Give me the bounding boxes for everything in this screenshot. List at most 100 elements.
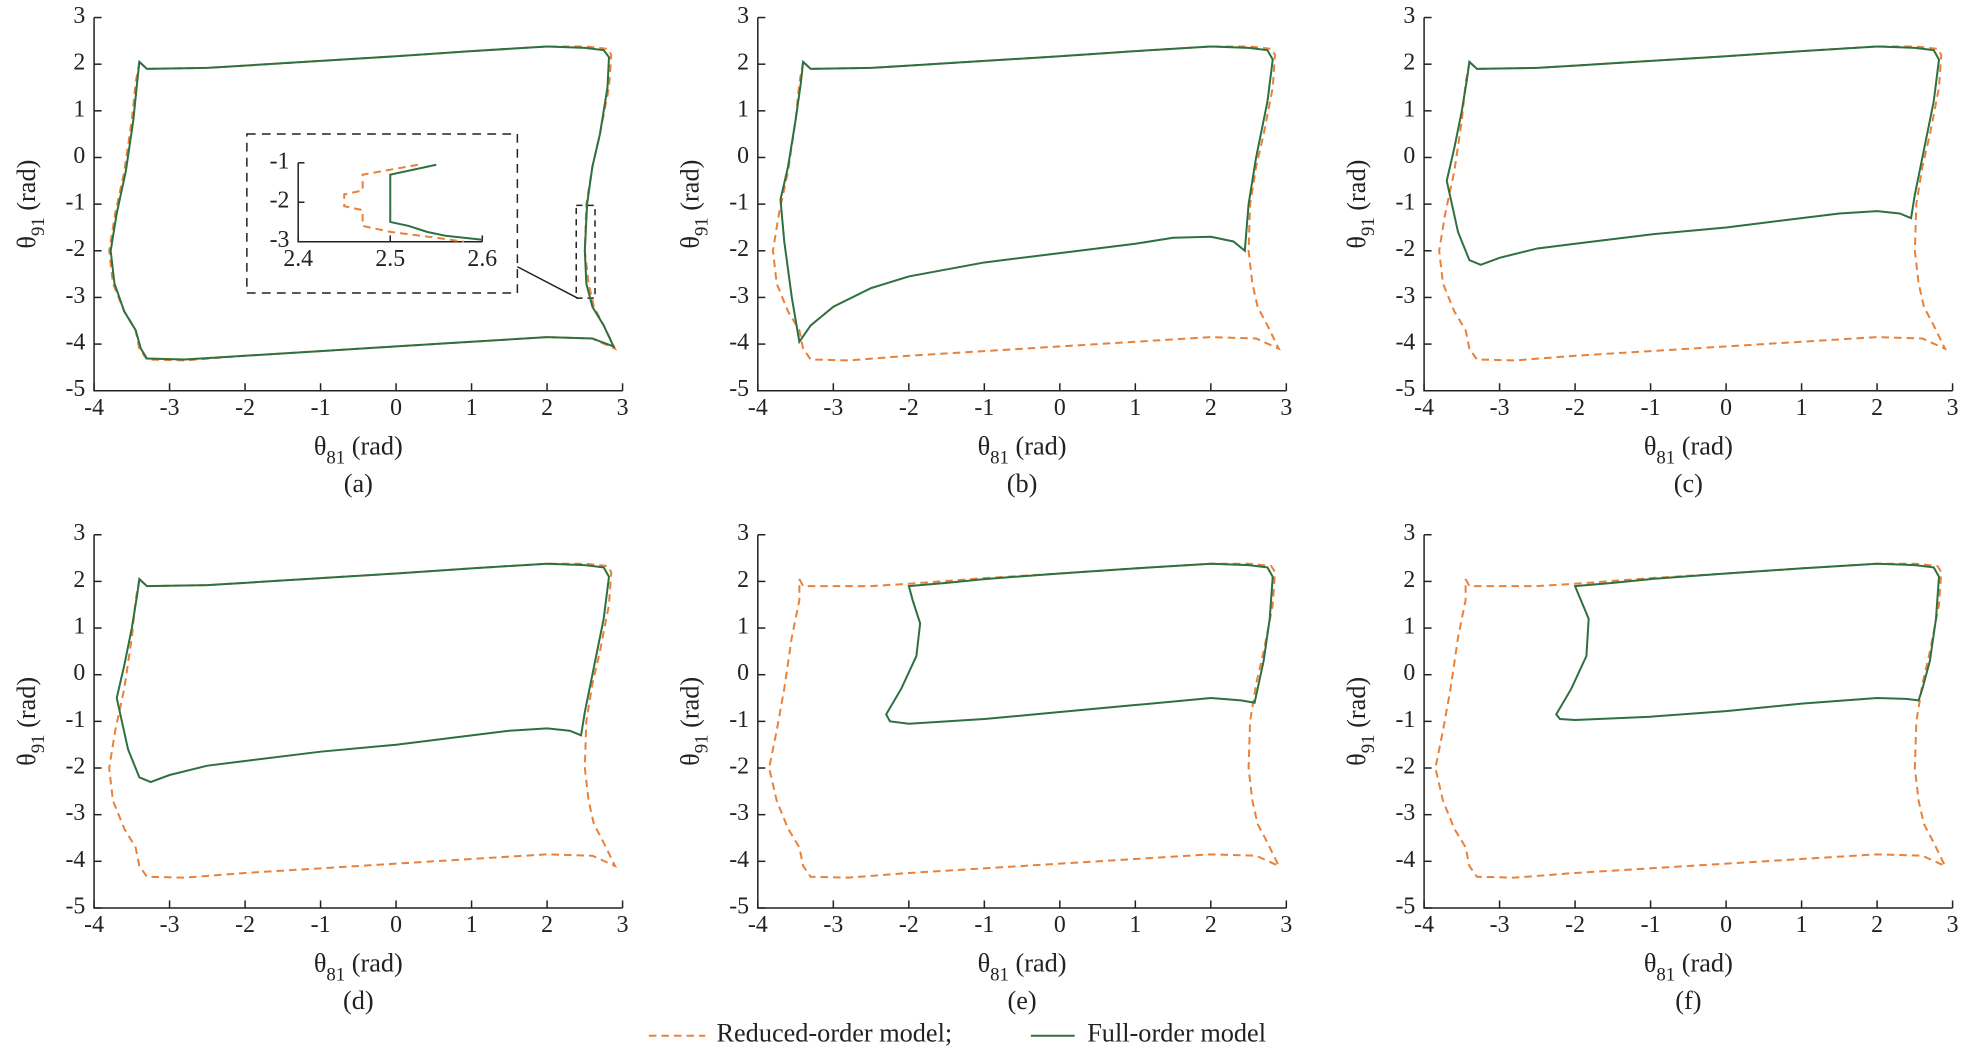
y-tick-label: -4 xyxy=(1396,847,1416,873)
y-tick-label: 3 xyxy=(73,520,85,546)
y-axis-label: θ91 (rad) xyxy=(1342,677,1379,766)
x-tick-label: 0 xyxy=(390,912,402,938)
y-tick-label: -2 xyxy=(270,188,290,214)
x-tick-label: 0 xyxy=(1720,912,1732,938)
x-tick-label: 1 xyxy=(1129,395,1141,421)
x-tick-label: -4 xyxy=(84,912,104,938)
x-tick-label: -3 xyxy=(823,912,843,938)
x-axis-label-part: 81 xyxy=(1656,447,1675,468)
y-axis-label: θ91 (rad) xyxy=(12,677,49,766)
x-tick-label: -3 xyxy=(823,395,843,421)
y-axis-label-part: (rad) xyxy=(12,160,41,218)
x-tick-label: 2 xyxy=(541,912,553,938)
x-tick-label: -4 xyxy=(1414,395,1434,421)
panel-label: (c) xyxy=(1674,469,1703,498)
inset-connector xyxy=(517,266,578,299)
x-axis-label: θ81 (rad) xyxy=(978,949,1067,986)
y-tick-label: 1 xyxy=(737,614,749,640)
x-tick-label: 3 xyxy=(1947,395,1959,421)
y-axis-label-part: 91 xyxy=(1358,735,1379,754)
y-axis-label: θ91 (rad) xyxy=(676,677,713,766)
x-axis-label-part: 81 xyxy=(326,964,345,985)
y-tick-label: -4 xyxy=(729,847,749,873)
x-tick-label: 2 xyxy=(1871,912,1883,938)
series-line xyxy=(109,45,616,361)
x-axis-label: θ81 (rad) xyxy=(978,431,1067,468)
y-tick-label: -3 xyxy=(1396,283,1416,309)
x-tick-label: 3 xyxy=(617,912,629,938)
y-tick-label: -4 xyxy=(65,847,85,873)
x-axis-label-part: (rad) xyxy=(1675,431,1733,460)
x-tick-label: -3 xyxy=(1490,912,1510,938)
x-tick-label: -4 xyxy=(748,395,768,421)
x-tick-label: -2 xyxy=(899,395,919,421)
y-tick-label: -1 xyxy=(65,190,85,216)
x-axis-label: θ81 (rad) xyxy=(1644,949,1733,986)
inset: 2.4 2.5 2.6 -3 -2 -1 xyxy=(270,148,498,272)
y-tick-label: 0 xyxy=(73,660,85,686)
y-tick-label: -4 xyxy=(1396,330,1416,356)
x-tick-label: 2.4 xyxy=(283,246,313,272)
y-tick-label: 0 xyxy=(73,143,85,169)
x-tick-label: -3 xyxy=(1490,395,1510,421)
x-axis-label-part: θ xyxy=(978,949,991,978)
y-tick-label: 3 xyxy=(737,3,749,29)
x-tick-label: -1 xyxy=(311,395,331,421)
y-axis-label-part: θ xyxy=(676,236,705,249)
series-line xyxy=(343,163,465,243)
y-tick-label: -3 xyxy=(270,227,290,253)
series-line xyxy=(389,163,483,241)
y-tick-label: 0 xyxy=(1403,660,1415,686)
y-axis-label: θ91 (rad) xyxy=(676,160,713,249)
x-tick-label: -2 xyxy=(235,912,255,938)
y-tick-label: 3 xyxy=(737,520,749,546)
x-axis-label-part: 81 xyxy=(326,447,345,468)
y-axis-label-part: 91 xyxy=(28,217,49,236)
x-axis-label-part: 81 xyxy=(990,447,1009,468)
y-axis-label: θ91 (rad) xyxy=(1342,160,1379,249)
y-axis-label-part: θ xyxy=(1342,236,1371,249)
x-tick-label: 1 xyxy=(466,912,478,938)
x-axis-label-part: (rad) xyxy=(345,431,403,460)
y-tick-label: 3 xyxy=(1403,520,1415,546)
y-tick-label: 1 xyxy=(737,96,749,122)
x-tick-label: -4 xyxy=(84,395,104,421)
x-tick-label: 1 xyxy=(1796,395,1808,421)
y-tick-label: -1 xyxy=(270,148,290,174)
y-tick-label: -4 xyxy=(65,330,85,356)
y-axis-label-part: θ xyxy=(676,753,705,766)
panel-label: (b) xyxy=(1007,469,1038,498)
y-tick-label: -4 xyxy=(729,330,749,356)
x-tick-label: 0 xyxy=(1054,395,1066,421)
x-tick-label: 2 xyxy=(1871,395,1883,421)
x-tick-label: -3 xyxy=(160,912,180,938)
y-tick-label: -1 xyxy=(729,707,749,733)
y-tick-label: -1 xyxy=(65,707,85,733)
x-axis-label: θ81 (rad) xyxy=(314,949,403,986)
y-axis-label-part: θ xyxy=(12,236,41,249)
x-tick-label: -1 xyxy=(1641,912,1661,938)
x-tick-label: 0 xyxy=(390,395,402,421)
y-axis-label: θ91 (rad) xyxy=(12,160,49,249)
x-tick-label: -3 xyxy=(160,395,180,421)
y-tick-label: 1 xyxy=(73,96,85,122)
x-tick-label: 1 xyxy=(1796,912,1808,938)
y-tick-label: -3 xyxy=(65,283,85,309)
x-tick-label: 2.6 xyxy=(467,246,497,272)
x-tick-label: -1 xyxy=(974,395,994,421)
x-tick-label: 1 xyxy=(466,395,478,421)
y-axis-label-part: (rad) xyxy=(1342,677,1371,735)
y-tick-label: 0 xyxy=(737,143,749,169)
x-tick-label: -4 xyxy=(1414,912,1434,938)
x-axis-label-part: θ xyxy=(314,949,327,978)
y-axis-label-part: (rad) xyxy=(1342,160,1371,218)
x-tick-label: -2 xyxy=(1565,395,1585,421)
y-tick-label: 3 xyxy=(73,3,85,29)
y-axis-label-part: 91 xyxy=(1358,217,1379,236)
